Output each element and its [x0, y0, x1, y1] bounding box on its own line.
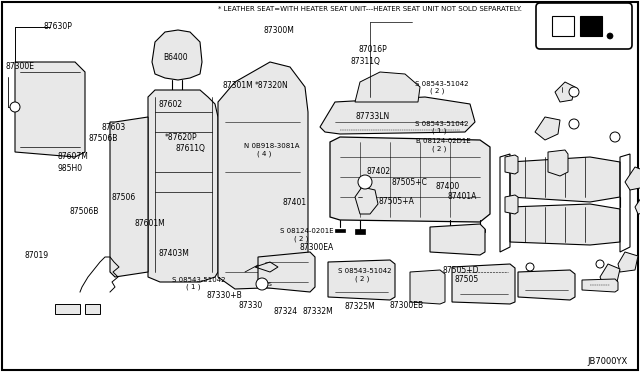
Circle shape [569, 87, 579, 97]
Polygon shape [510, 204, 620, 245]
Text: 87400: 87400 [435, 182, 460, 190]
Polygon shape [148, 90, 218, 282]
Polygon shape [335, 229, 345, 232]
Bar [580, 16, 602, 36]
Polygon shape [618, 252, 638, 272]
Polygon shape [430, 224, 485, 255]
Circle shape [256, 278, 268, 290]
Text: 87630P: 87630P [44, 22, 72, 31]
Text: 87402: 87402 [366, 167, 390, 176]
Text: S 08124-0201E: S 08124-0201E [280, 228, 334, 234]
Text: ( 2 ): ( 2 ) [430, 88, 444, 94]
FancyBboxPatch shape [536, 3, 632, 49]
Text: S 08543-51042: S 08543-51042 [338, 268, 392, 274]
Polygon shape [475, 229, 485, 232]
Text: 87506B: 87506B [88, 134, 118, 143]
Text: S 08543-51042: S 08543-51042 [415, 81, 468, 87]
Text: 87505+A: 87505+A [379, 197, 415, 206]
Polygon shape [445, 229, 455, 234]
Text: 87300EB: 87300EB [389, 301, 423, 310]
Text: 87016P: 87016P [358, 45, 387, 54]
Circle shape [596, 260, 604, 268]
Text: 87603: 87603 [101, 123, 125, 132]
Text: 87311Q: 87311Q [351, 57, 381, 66]
Polygon shape [355, 187, 378, 214]
Polygon shape [582, 279, 618, 292]
Polygon shape [505, 195, 518, 214]
Polygon shape [518, 270, 575, 300]
Polygon shape [15, 62, 85, 157]
Polygon shape [505, 155, 518, 174]
Polygon shape [510, 157, 620, 202]
Text: *87320N: *87320N [255, 81, 289, 90]
Text: B 08124-02D1E: B 08124-02D1E [416, 138, 471, 144]
Polygon shape [548, 150, 568, 176]
Text: ( 4 ): ( 4 ) [257, 150, 271, 157]
Text: 87325M: 87325M [344, 302, 375, 311]
Text: 87401A: 87401A [448, 192, 477, 201]
Polygon shape [355, 72, 420, 102]
Polygon shape [328, 260, 395, 300]
Text: 87602: 87602 [159, 100, 183, 109]
Polygon shape [85, 304, 100, 314]
Text: ( 2 ): ( 2 ) [355, 275, 369, 282]
Text: B6400: B6400 [163, 53, 188, 62]
Text: 87300E: 87300E [5, 62, 34, 71]
Polygon shape [600, 264, 620, 284]
Text: * LEATHER SEAT=WITH HEATER SEAT UNIT---HEATER SEAT UNIT NOT SOLD SEPARATELY.: * LEATHER SEAT=WITH HEATER SEAT UNIT---H… [218, 6, 522, 12]
Polygon shape [55, 304, 80, 314]
Text: 87332M: 87332M [302, 307, 333, 316]
Text: 87506: 87506 [112, 193, 136, 202]
Text: S: S [268, 282, 272, 286]
Text: ( 2 ): ( 2 ) [294, 235, 308, 242]
Polygon shape [555, 82, 575, 102]
Text: 87330: 87330 [238, 301, 262, 310]
Polygon shape [258, 252, 315, 292]
Text: 87330+B: 87330+B [206, 291, 242, 300]
Text: 87300M: 87300M [264, 26, 294, 35]
Text: 87506B: 87506B [69, 207, 99, 216]
Text: 87300EA: 87300EA [300, 243, 334, 252]
Polygon shape [535, 117, 560, 140]
Text: 87733LN: 87733LN [355, 112, 390, 121]
Circle shape [607, 33, 613, 39]
Text: 87505+C: 87505+C [392, 178, 428, 187]
Text: 87505: 87505 [454, 275, 479, 284]
Circle shape [610, 132, 620, 142]
Polygon shape [110, 117, 148, 277]
Text: ( 1 ): ( 1 ) [432, 128, 447, 134]
Text: 87505+D: 87505+D [443, 266, 479, 275]
Text: JB7000YX: JB7000YX [588, 357, 628, 366]
Polygon shape [320, 97, 475, 134]
Circle shape [569, 119, 579, 129]
Polygon shape [152, 30, 202, 80]
Text: 985H0: 985H0 [58, 164, 83, 173]
Text: 87301M: 87301M [223, 81, 253, 90]
Polygon shape [355, 229, 365, 234]
Text: 87403M: 87403M [159, 249, 189, 258]
Circle shape [526, 263, 534, 271]
Text: 87401: 87401 [283, 198, 307, 207]
Bar [552, 16, 574, 36]
Text: 87324: 87324 [274, 307, 298, 316]
Circle shape [358, 175, 372, 189]
Text: ( 2 ): ( 2 ) [432, 145, 446, 152]
Text: 87607M: 87607M [58, 152, 88, 161]
Polygon shape [410, 270, 445, 304]
Text: 87601M: 87601M [134, 219, 165, 228]
Polygon shape [625, 167, 640, 190]
Text: 87019: 87019 [24, 251, 49, 260]
Circle shape [10, 102, 20, 112]
Text: *87620P: *87620P [165, 133, 198, 142]
Text: S 08543-51042: S 08543-51042 [172, 277, 225, 283]
Polygon shape [452, 264, 515, 304]
Polygon shape [635, 192, 640, 214]
Text: ( 1 ): ( 1 ) [186, 284, 200, 291]
Polygon shape [218, 62, 308, 289]
Text: N 0B918-3081A: N 0B918-3081A [244, 143, 300, 149]
Text: 87611Q: 87611Q [176, 144, 206, 153]
Polygon shape [330, 137, 490, 222]
Text: S 08543-51042: S 08543-51042 [415, 121, 468, 126]
